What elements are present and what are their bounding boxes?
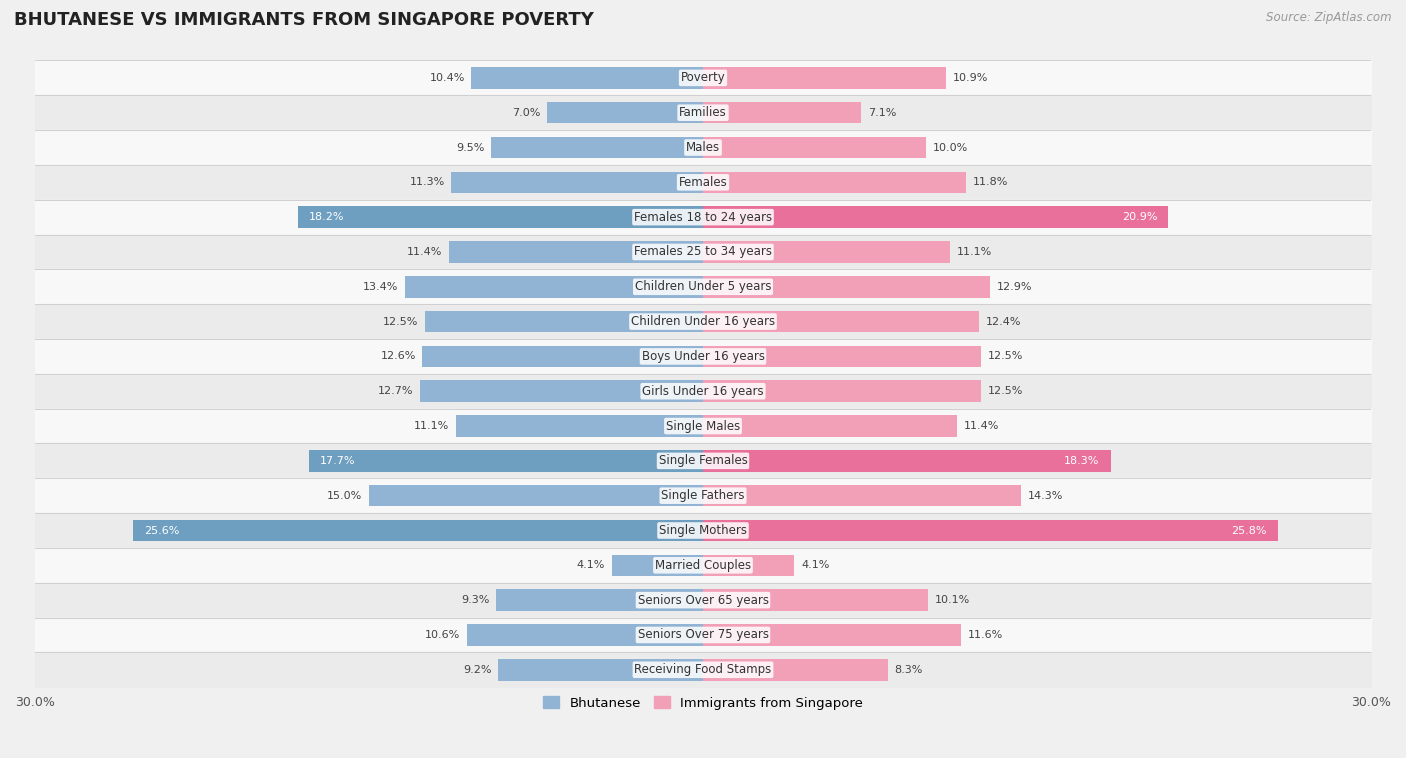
Legend: Bhutanese, Immigrants from Singapore: Bhutanese, Immigrants from Singapore: [537, 691, 869, 715]
Text: 12.5%: 12.5%: [988, 387, 1024, 396]
Text: 9.5%: 9.5%: [457, 143, 485, 152]
Text: 10.0%: 10.0%: [932, 143, 967, 152]
Bar: [368, 485, 703, 506]
Bar: [703, 311, 979, 333]
Text: Children Under 5 years: Children Under 5 years: [634, 280, 772, 293]
Bar: [703, 241, 950, 263]
Text: 12.6%: 12.6%: [381, 352, 416, 362]
Text: Seniors Over 75 years: Seniors Over 75 years: [637, 628, 769, 641]
Bar: [703, 624, 962, 646]
Bar: [703, 206, 1168, 228]
Text: 15.0%: 15.0%: [328, 490, 363, 501]
Text: 17.7%: 17.7%: [321, 456, 356, 466]
Bar: [703, 555, 794, 576]
Text: Receiving Food Stamps: Receiving Food Stamps: [634, 663, 772, 676]
Bar: [703, 589, 928, 611]
Text: 4.1%: 4.1%: [801, 560, 830, 570]
Bar: [703, 520, 1278, 541]
Text: 18.2%: 18.2%: [309, 212, 344, 222]
Text: 11.8%: 11.8%: [973, 177, 1008, 187]
Bar: [703, 450, 1111, 471]
Text: 7.0%: 7.0%: [512, 108, 540, 117]
Text: 12.5%: 12.5%: [382, 317, 418, 327]
Bar: [703, 659, 887, 681]
Bar: [547, 102, 703, 124]
Text: Married Couples: Married Couples: [655, 559, 751, 572]
Text: 11.3%: 11.3%: [409, 177, 444, 187]
Bar: [422, 346, 703, 367]
Text: Families: Families: [679, 106, 727, 119]
Text: Single Mothers: Single Mothers: [659, 524, 747, 537]
Bar: [703, 485, 1021, 506]
Bar: [309, 450, 703, 471]
Text: Source: ZipAtlas.com: Source: ZipAtlas.com: [1267, 11, 1392, 24]
Text: Seniors Over 65 years: Seniors Over 65 years: [637, 594, 769, 606]
Bar: [492, 136, 703, 158]
Bar: [471, 67, 703, 89]
Text: 11.1%: 11.1%: [413, 421, 449, 431]
Text: Poverty: Poverty: [681, 71, 725, 84]
Text: 9.3%: 9.3%: [461, 595, 489, 605]
Text: 11.4%: 11.4%: [408, 247, 443, 257]
Bar: [425, 311, 703, 333]
Bar: [703, 346, 981, 367]
Text: 25.6%: 25.6%: [143, 525, 180, 535]
Text: 8.3%: 8.3%: [894, 665, 922, 675]
Bar: [467, 624, 703, 646]
Bar: [298, 206, 703, 228]
Text: BHUTANESE VS IMMIGRANTS FROM SINGAPORE POVERTY: BHUTANESE VS IMMIGRANTS FROM SINGAPORE P…: [14, 11, 593, 30]
Bar: [703, 415, 957, 437]
Bar: [703, 276, 990, 298]
Text: 25.8%: 25.8%: [1230, 525, 1267, 535]
Text: 12.7%: 12.7%: [378, 387, 413, 396]
Text: Children Under 16 years: Children Under 16 years: [631, 315, 775, 328]
Text: 13.4%: 13.4%: [363, 282, 398, 292]
Text: Girls Under 16 years: Girls Under 16 years: [643, 385, 763, 398]
Text: 10.9%: 10.9%: [952, 73, 988, 83]
Text: 11.6%: 11.6%: [967, 630, 1004, 640]
Bar: [496, 589, 703, 611]
Text: 9.2%: 9.2%: [463, 665, 492, 675]
Bar: [134, 520, 703, 541]
Bar: [703, 136, 925, 158]
Text: 10.6%: 10.6%: [425, 630, 460, 640]
Bar: [405, 276, 703, 298]
Text: 11.4%: 11.4%: [963, 421, 998, 431]
Text: 11.1%: 11.1%: [957, 247, 993, 257]
Text: Boys Under 16 years: Boys Under 16 years: [641, 350, 765, 363]
Text: 12.5%: 12.5%: [988, 352, 1024, 362]
Bar: [703, 102, 860, 124]
Text: Females 25 to 34 years: Females 25 to 34 years: [634, 246, 772, 258]
Bar: [449, 241, 703, 263]
Bar: [420, 381, 703, 402]
Text: 12.9%: 12.9%: [997, 282, 1032, 292]
Bar: [451, 171, 703, 193]
Text: 4.1%: 4.1%: [576, 560, 605, 570]
Text: 14.3%: 14.3%: [1028, 490, 1063, 501]
Bar: [456, 415, 703, 437]
Text: Single Males: Single Males: [666, 419, 740, 433]
Text: Single Fathers: Single Fathers: [661, 489, 745, 503]
Text: Males: Males: [686, 141, 720, 154]
Text: Females: Females: [679, 176, 727, 189]
Text: 20.9%: 20.9%: [1122, 212, 1157, 222]
Bar: [612, 555, 703, 576]
Text: Single Females: Single Females: [658, 454, 748, 468]
Bar: [703, 381, 981, 402]
Bar: [703, 171, 966, 193]
Text: 12.4%: 12.4%: [986, 317, 1021, 327]
Text: 10.1%: 10.1%: [935, 595, 970, 605]
Text: 10.4%: 10.4%: [429, 73, 465, 83]
Text: Females 18 to 24 years: Females 18 to 24 years: [634, 211, 772, 224]
Bar: [498, 659, 703, 681]
Bar: [703, 67, 946, 89]
Text: 18.3%: 18.3%: [1064, 456, 1099, 466]
Text: 7.1%: 7.1%: [868, 108, 896, 117]
